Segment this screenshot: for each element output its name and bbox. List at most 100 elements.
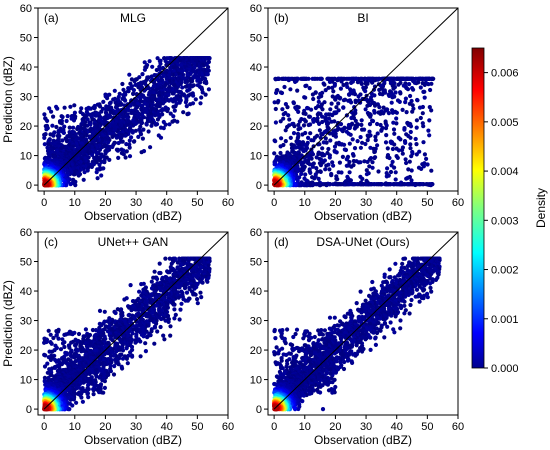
- data-point: [140, 72, 145, 77]
- data-point: [286, 113, 291, 118]
- data-point: [352, 126, 357, 131]
- data-point: [120, 81, 125, 87]
- data-point: [292, 124, 297, 129]
- data-point: [365, 133, 370, 138]
- identity-line: [273, 8, 458, 186]
- data-point: [368, 145, 373, 150]
- data-point: [360, 96, 365, 102]
- data-point: [420, 162, 425, 167]
- data-point: [317, 161, 322, 166]
- data-point: [82, 170, 87, 175]
- data-point: [157, 270, 162, 276]
- data-point: [44, 127, 49, 132]
- data-point: [54, 124, 59, 130]
- data-point: [388, 169, 394, 175]
- data-point: [392, 131, 397, 136]
- data-point: [421, 124, 426, 129]
- data-point: [171, 114, 176, 119]
- data-point: [386, 111, 391, 116]
- data-point: [139, 282, 144, 287]
- data-point: [346, 125, 351, 130]
- data-point: [181, 297, 186, 302]
- data-point: [64, 118, 69, 124]
- data-point: [163, 256, 168, 261]
- data-point: [376, 169, 381, 174]
- data-point: [309, 138, 314, 143]
- data-point: [131, 91, 136, 96]
- y-tick-label: 10: [250, 151, 262, 163]
- data-point: [372, 103, 378, 108]
- data-point: [135, 101, 140, 106]
- data-point: [365, 103, 370, 108]
- data-point: [345, 174, 350, 179]
- data-point: [303, 172, 308, 177]
- data-point: [400, 147, 405, 153]
- x-tick-label: 40: [161, 197, 173, 209]
- data-point: [408, 129, 413, 135]
- data-point: [319, 132, 324, 137]
- data-point: [90, 111, 95, 116]
- data-point: [145, 116, 150, 121]
- data-point: [414, 142, 419, 147]
- data-point: [418, 115, 423, 121]
- data-point: [154, 67, 159, 73]
- data-point: [155, 56, 160, 61]
- data-point: [64, 139, 69, 144]
- data-point: [359, 118, 364, 123]
- data-point: [417, 105, 423, 110]
- data-point: [324, 163, 329, 168]
- data-point: [404, 176, 409, 181]
- data-point: [351, 153, 356, 158]
- data-point: [422, 95, 427, 100]
- data-point: [315, 112, 320, 117]
- data-point: [137, 323, 143, 328]
- data-point: [146, 92, 151, 97]
- data-point: [327, 116, 332, 121]
- data-point: [403, 157, 408, 162]
- panel-label: (b): [274, 11, 289, 25]
- data-point: [311, 96, 316, 102]
- data-point: [394, 154, 399, 159]
- data-point: [408, 93, 413, 99]
- data-point: [61, 130, 66, 135]
- data-point: [350, 137, 355, 142]
- data-point: [158, 288, 163, 293]
- data-point: [129, 77, 134, 82]
- data-point: [363, 141, 368, 147]
- data-point: [198, 279, 203, 284]
- data-point: [285, 105, 290, 110]
- panel-title: MLG: [120, 11, 146, 25]
- data-point: [393, 177, 398, 182]
- data-point: [359, 81, 364, 86]
- data-point: [404, 110, 409, 115]
- x-tick-label: 10: [69, 197, 81, 209]
- data-point: [124, 346, 129, 351]
- y-tick-label: 20: [20, 121, 32, 133]
- data-point: [316, 99, 321, 104]
- data-point: [373, 134, 378, 139]
- data-point: [414, 118, 419, 123]
- data-point: [306, 122, 311, 128]
- data-point: [326, 85, 331, 90]
- data-point: [147, 59, 152, 64]
- data-point: [111, 97, 116, 102]
- data-point: [405, 120, 410, 126]
- data-point: [385, 155, 390, 160]
- data-point: [365, 138, 370, 143]
- data-point: [139, 107, 144, 112]
- data-point: [322, 82, 327, 87]
- data-point: [307, 86, 312, 91]
- data-point: [50, 123, 55, 128]
- data-point: [311, 144, 316, 149]
- data-point: [407, 159, 412, 164]
- data-point: [307, 114, 312, 119]
- x-tick-label: 20: [99, 197, 111, 209]
- data-point: [349, 115, 354, 121]
- data-point: [323, 167, 328, 172]
- data-point: [351, 158, 356, 164]
- data-point: [310, 164, 315, 169]
- data-point: [372, 155, 377, 161]
- data-point: [285, 124, 290, 130]
- data-point: [344, 157, 349, 162]
